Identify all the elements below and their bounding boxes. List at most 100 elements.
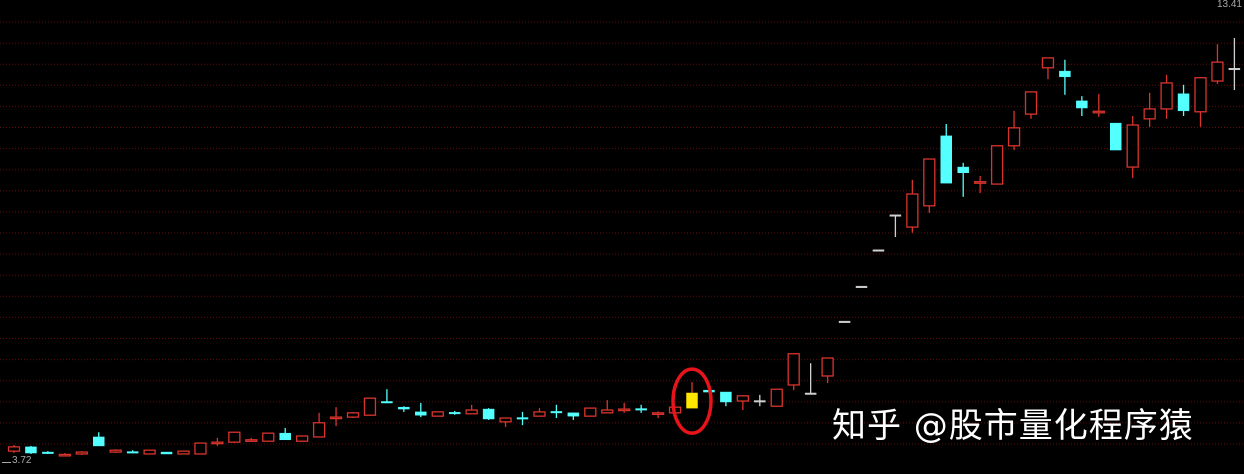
candle-body <box>465 409 478 415</box>
candle-body <box>821 357 834 377</box>
candle <box>346 411 360 419</box>
candle-body <box>211 441 224 445</box>
candle <box>1041 57 1055 80</box>
candle <box>245 437 258 442</box>
candle <box>126 450 139 454</box>
candle-body <box>448 412 461 415</box>
candle <box>177 450 190 455</box>
candle <box>1126 116 1139 178</box>
candle <box>1177 84 1190 117</box>
candle-body <box>838 320 851 323</box>
candle <box>1059 59 1071 95</box>
candle-body <box>618 408 631 412</box>
candle <box>923 158 936 213</box>
candle <box>855 285 868 288</box>
candle-body <box>1177 93 1190 112</box>
candle <box>516 411 529 426</box>
candle-body <box>228 431 241 443</box>
candle-body <box>431 411 444 417</box>
candle <box>1110 122 1122 151</box>
candle <box>804 363 817 395</box>
candle-body <box>651 412 665 415</box>
candle-body <box>25 446 37 454</box>
candle <box>889 214 902 238</box>
candle <box>295 435 309 442</box>
min-price-label: 3.72 <box>12 455 32 466</box>
candle <box>872 249 885 252</box>
candle-body <box>381 401 393 404</box>
candle-body <box>58 453 71 457</box>
candle-body <box>295 435 309 442</box>
candle-body <box>1007 127 1021 147</box>
candle <box>1211 44 1224 84</box>
candle-body <box>720 391 732 403</box>
candle-body <box>1126 124 1139 168</box>
candle <box>686 382 698 409</box>
candle <box>567 412 580 420</box>
candle <box>448 410 461 415</box>
candle <box>906 179 919 233</box>
candle <box>228 431 241 444</box>
max-price-label: 13.41 <box>1216 0 1242 10</box>
candle-body <box>482 408 495 420</box>
candle <box>1194 77 1207 127</box>
candle <box>838 320 851 323</box>
candle-body <box>516 417 529 420</box>
candle-body <box>363 397 377 416</box>
candle <box>363 397 377 416</box>
candle-body <box>889 214 902 217</box>
candle-body <box>1143 108 1156 120</box>
candle-body <box>109 449 122 453</box>
candle-body <box>1092 110 1105 114</box>
candle-body <box>126 451 139 454</box>
candle <box>1024 91 1038 119</box>
candle-body <box>75 451 88 455</box>
candle-body <box>584 407 597 417</box>
candle <box>720 391 732 407</box>
candle <box>736 395 749 411</box>
min-price-marker <box>2 462 11 463</box>
candle <box>482 408 495 420</box>
candle <box>1228 38 1241 91</box>
candle <box>329 407 343 427</box>
candle-body <box>346 412 360 418</box>
candle-body <box>415 411 427 416</box>
candle-body <box>245 439 258 442</box>
candle <box>42 451 54 454</box>
candle <box>1160 74 1173 119</box>
candle-body <box>770 388 783 407</box>
candle-body <box>160 451 173 455</box>
candle <box>25 445 37 454</box>
candle-body <box>957 166 969 173</box>
candle <box>109 449 122 454</box>
candle-body <box>872 249 885 252</box>
candle-body <box>262 432 275 442</box>
candle <box>75 451 88 455</box>
candle <box>465 404 478 415</box>
candle-body <box>312 422 326 438</box>
candle <box>584 407 597 417</box>
candle-body <box>1160 82 1173 110</box>
candle <box>1007 110 1021 151</box>
candle <box>601 400 614 414</box>
candle-body <box>1059 70 1071 78</box>
highlight-circle <box>671 367 713 435</box>
candle <box>957 162 969 197</box>
candle-body <box>804 392 817 395</box>
candle-body <box>279 432 291 441</box>
candle-body <box>533 411 546 417</box>
candle <box>262 432 275 442</box>
watermark: 知乎 @股市量化程序猿 <box>832 406 1194 446</box>
candle-body <box>177 450 190 455</box>
candle <box>990 145 1004 185</box>
candle <box>770 388 783 407</box>
candle <box>194 442 207 455</box>
candle <box>635 404 647 413</box>
candle <box>312 412 326 438</box>
candle <box>58 453 71 457</box>
candle <box>211 437 224 446</box>
candle-body <box>1024 91 1038 115</box>
candle-body <box>940 135 952 184</box>
